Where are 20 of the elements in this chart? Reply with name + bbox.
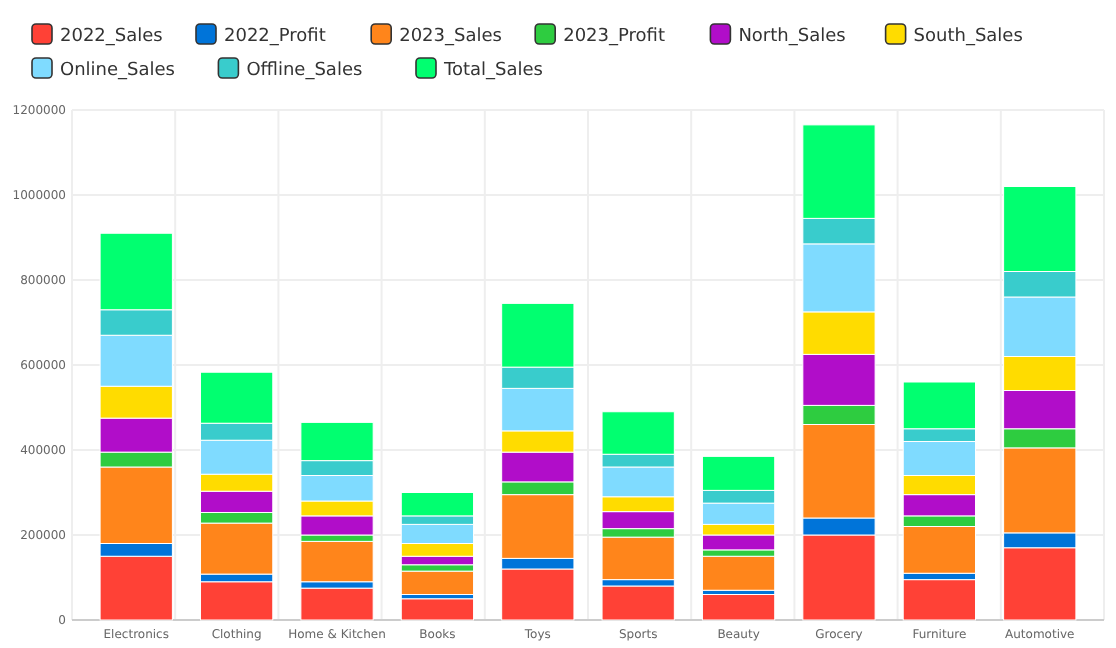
bar: [300, 587, 374, 621]
bar: [902, 579, 976, 621]
legend-label: 2023_Profit: [563, 27, 666, 47]
bar: [701, 594, 776, 621]
legend-label: 2022_Profit: [224, 27, 327, 47]
bar: [400, 598, 475, 621]
bar: [601, 585, 675, 621]
legend-label: 2023_Sales: [399, 27, 503, 47]
bar: [601, 536, 675, 581]
legend-label: North_Sales: [738, 27, 847, 47]
legend-label: 2022_Sales: [60, 27, 164, 47]
legend-label: Online_Sales: [60, 61, 176, 81]
bar: [300, 540, 374, 583]
legend-label: South_Sales: [913, 27, 1024, 47]
bar: [400, 492, 475, 517]
legend-label: Offline_Sales: [246, 61, 363, 81]
bar: [701, 555, 776, 591]
legend-label: Total_Sales: [442, 61, 544, 81]
bar: [400, 570, 475, 595]
bar: [200, 581, 274, 621]
